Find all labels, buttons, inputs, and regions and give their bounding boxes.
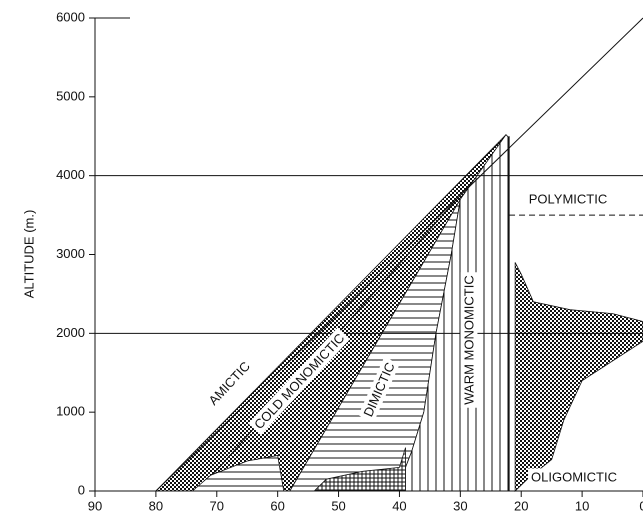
label-background [460, 272, 478, 408]
region-label: POLYMICTIC [529, 191, 608, 206]
y-tick-label: 2000 [56, 325, 85, 340]
x-tick-label: 40 [392, 498, 406, 513]
x-tick-label: 90 [88, 498, 102, 513]
x-tick-label: 70 [210, 498, 224, 513]
label-background [248, 327, 351, 435]
region-label: OLIGOMICTIC [531, 469, 617, 484]
label-background [358, 356, 400, 423]
region [514, 262, 643, 492]
y-tick-label: 1000 [56, 404, 85, 419]
label-background [528, 468, 620, 486]
x-tick-label: 80 [149, 498, 163, 513]
x-tick-label: 60 [270, 498, 284, 513]
y-axis-label: ALTITUDE (m.) [21, 210, 36, 299]
x-tick-label: 50 [331, 498, 345, 513]
x-tick-label: 10 [575, 498, 589, 513]
y-tick-label: 0 [78, 482, 85, 497]
x-tick-label: 20 [514, 498, 528, 513]
x-tick-label: 30 [453, 498, 467, 513]
y-tick-label: 3000 [56, 246, 85, 261]
y-tick-label: 5000 [56, 88, 85, 103]
diagonal-line [155, 17, 643, 492]
region-label: WARM MONOMICTIC [461, 275, 476, 405]
y-tick-label: 4000 [56, 167, 85, 182]
y-tick-label: 6000 [56, 9, 85, 24]
x-tick-label: 0 [639, 498, 643, 513]
